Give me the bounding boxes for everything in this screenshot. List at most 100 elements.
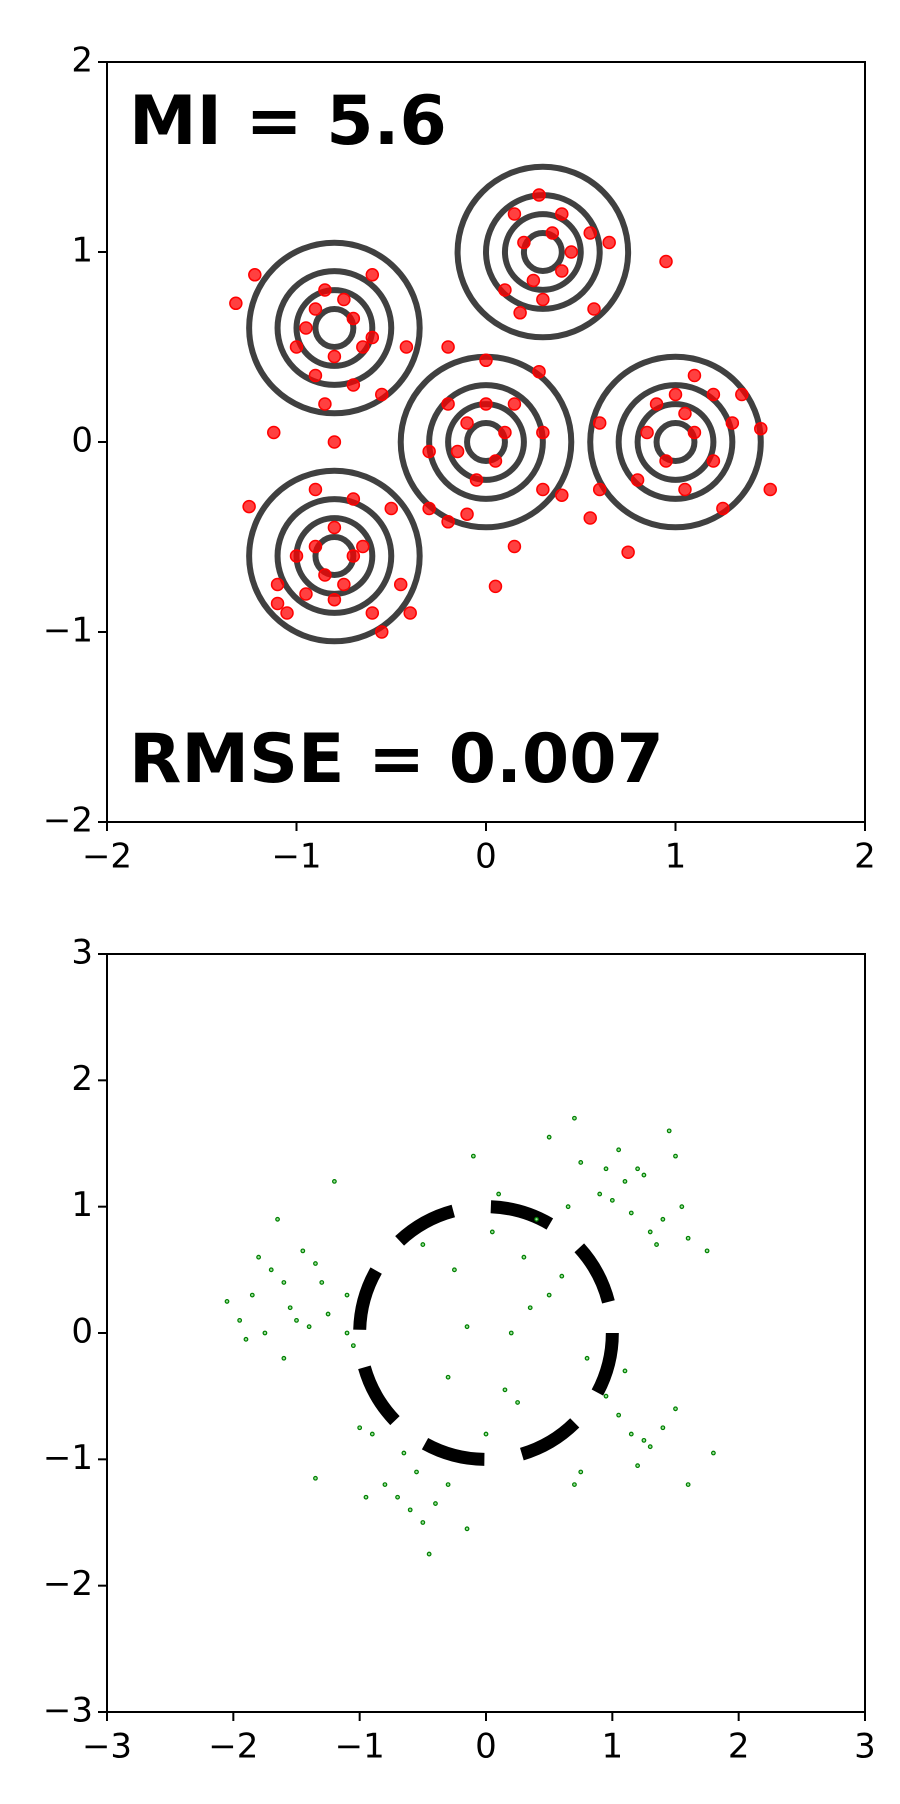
point xyxy=(635,1166,640,1172)
point xyxy=(407,1507,413,1513)
point xyxy=(488,454,503,468)
point xyxy=(346,311,361,326)
point xyxy=(603,1393,609,1399)
point xyxy=(706,454,721,468)
point xyxy=(460,507,474,521)
point xyxy=(616,1147,622,1153)
point xyxy=(365,268,380,282)
point xyxy=(332,1178,337,1184)
point xyxy=(281,1355,287,1361)
point xyxy=(445,1374,451,1380)
point xyxy=(572,1482,577,1487)
plot-area xyxy=(229,163,777,645)
point xyxy=(319,1280,325,1285)
point xyxy=(666,1128,672,1134)
point xyxy=(289,340,304,354)
point xyxy=(356,340,370,354)
contour-ring xyxy=(587,353,764,531)
point xyxy=(469,473,484,487)
point xyxy=(735,387,749,402)
point xyxy=(711,1450,716,1456)
point xyxy=(393,577,408,592)
point xyxy=(275,1216,280,1222)
point xyxy=(441,515,455,529)
contour-ring xyxy=(246,239,423,417)
axes: −2 −1 0 1 2 −2 −1 0 1 2 MI = 5.6 RMSE = 0.007 xyxy=(43,41,876,877)
point xyxy=(483,1431,489,1437)
point xyxy=(289,549,304,563)
y-tick-label: 3 xyxy=(71,933,93,973)
point xyxy=(450,444,465,459)
point xyxy=(725,416,740,430)
contour-ring xyxy=(454,163,632,341)
point xyxy=(280,606,294,620)
point xyxy=(706,387,721,402)
contour-ring xyxy=(634,401,717,483)
point xyxy=(281,1280,287,1285)
x-tick-label: 2 xyxy=(854,837,876,877)
point xyxy=(300,1248,306,1254)
point xyxy=(517,235,531,250)
point xyxy=(420,1520,426,1525)
point xyxy=(635,1463,640,1469)
point xyxy=(673,1153,678,1159)
y-tick-label: −1 xyxy=(43,611,93,651)
point xyxy=(308,482,323,497)
point xyxy=(647,1229,653,1235)
point xyxy=(609,1197,615,1203)
point xyxy=(375,387,389,402)
point xyxy=(270,596,285,611)
point xyxy=(602,235,616,250)
point xyxy=(555,264,569,278)
point xyxy=(678,406,692,421)
contour-ring xyxy=(520,230,565,274)
point xyxy=(704,1248,710,1254)
point xyxy=(532,364,546,379)
point xyxy=(337,577,351,592)
point xyxy=(441,397,455,411)
point xyxy=(659,254,673,269)
point xyxy=(327,349,342,364)
point xyxy=(628,1431,634,1437)
point xyxy=(460,416,474,430)
contour-ring xyxy=(312,306,357,350)
point xyxy=(488,579,503,594)
point xyxy=(649,397,664,411)
point xyxy=(507,397,522,411)
point xyxy=(327,435,342,449)
point xyxy=(660,1216,666,1222)
point xyxy=(327,520,342,535)
point xyxy=(452,1267,457,1273)
x-tick-label: −2 xyxy=(82,837,132,877)
point xyxy=(685,1235,691,1241)
point xyxy=(603,1166,609,1172)
annotation: MI = 5.6 xyxy=(129,82,447,161)
point xyxy=(498,425,512,440)
point xyxy=(647,1444,653,1450)
x-tick-label: 1 xyxy=(602,1727,624,1767)
point xyxy=(513,306,527,320)
x-tick-label: 2 xyxy=(728,1727,750,1767)
point xyxy=(616,1412,622,1418)
y-tick-label: −2 xyxy=(43,801,93,841)
x-tick-label: −3 xyxy=(82,1727,132,1767)
point xyxy=(268,1267,274,1273)
point xyxy=(256,1254,262,1260)
point xyxy=(622,1178,628,1184)
point xyxy=(479,353,493,368)
point xyxy=(536,425,550,440)
point xyxy=(346,492,361,506)
point xyxy=(673,1406,678,1412)
point xyxy=(654,1242,659,1247)
point xyxy=(534,1216,539,1222)
y-tick-label: 1 xyxy=(71,231,93,271)
point xyxy=(313,1475,318,1481)
point xyxy=(496,1191,502,1197)
point xyxy=(344,1330,350,1336)
point xyxy=(395,1494,400,1500)
point xyxy=(489,1229,495,1235)
point xyxy=(294,1317,299,1323)
point xyxy=(229,296,243,311)
x-tick-label: 0 xyxy=(475,837,497,877)
point xyxy=(445,1482,451,1487)
